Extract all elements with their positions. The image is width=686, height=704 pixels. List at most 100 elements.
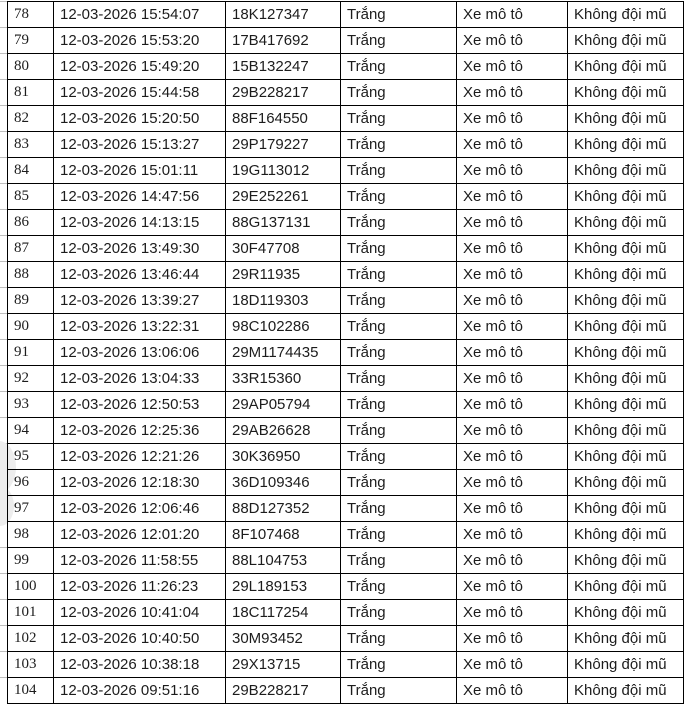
violation-cell[interactable]: Không đội mũ	[567, 105, 684, 132]
row-number-cell[interactable]: 95	[7, 443, 54, 470]
vehicle-type-cell[interactable]: Xe mô tô	[456, 209, 568, 236]
vehicle-color-cell[interactable]: Trắng	[340, 625, 457, 652]
row-number-cell[interactable]: 86	[7, 209, 54, 236]
vehicle-type-cell[interactable]: Xe mô tô	[456, 365, 568, 392]
datetime-cell[interactable]: 12-03-2026 15:01:11	[53, 157, 226, 184]
license-plate-cell[interactable]: 17B417692	[225, 27, 341, 54]
row-number-cell[interactable]: 87	[7, 235, 54, 262]
datetime-cell[interactable]: 12-03-2026 13:39:27	[53, 287, 226, 314]
row-number-cell[interactable]: 101	[7, 599, 54, 626]
violation-cell[interactable]: Không đội mũ	[567, 235, 684, 262]
violation-cell[interactable]: Không đội mũ	[567, 677, 684, 704]
datetime-cell[interactable]: 12-03-2026 12:50:53	[53, 391, 226, 418]
vehicle-type-cell[interactable]: Xe mô tô	[456, 625, 568, 652]
license-plate-cell[interactable]: 30K36950	[225, 443, 341, 470]
vehicle-type-cell[interactable]: Xe mô tô	[456, 495, 568, 522]
vehicle-type-cell[interactable]: Xe mô tô	[456, 131, 568, 158]
license-plate-cell[interactable]: 8F107468	[225, 521, 341, 548]
violation-cell[interactable]: Không đội mũ	[567, 131, 684, 158]
row-number-cell[interactable]: 99	[7, 547, 54, 574]
license-plate-cell[interactable]: 18C117254	[225, 599, 341, 626]
vehicle-type-cell[interactable]: Xe mô tô	[456, 53, 568, 80]
datetime-cell[interactable]: 12-03-2026 10:41:04	[53, 599, 226, 626]
violation-cell[interactable]: Không đội mũ	[567, 573, 684, 600]
row-number-cell[interactable]: 80	[7, 53, 54, 80]
violation-cell[interactable]: Không đội mũ	[567, 183, 684, 210]
datetime-cell[interactable]: 12-03-2026 15:54:07	[53, 1, 226, 28]
violation-cell[interactable]: Không đội mũ	[567, 651, 684, 678]
datetime-cell[interactable]: 12-03-2026 10:38:18	[53, 651, 226, 678]
vehicle-color-cell[interactable]: Trắng	[340, 573, 457, 600]
vehicle-color-cell[interactable]: Trắng	[340, 1, 457, 28]
vehicle-type-cell[interactable]: Xe mô tô	[456, 105, 568, 132]
vehicle-color-cell[interactable]: Trắng	[340, 131, 457, 158]
license-plate-cell[interactable]: 15B132247	[225, 53, 341, 80]
vehicle-color-cell[interactable]: Trắng	[340, 443, 457, 470]
row-number-cell[interactable]: 90	[7, 313, 54, 340]
vehicle-color-cell[interactable]: Trắng	[340, 261, 457, 288]
datetime-cell[interactable]: 12-03-2026 14:47:56	[53, 183, 226, 210]
vehicle-type-cell[interactable]: Xe mô tô	[456, 573, 568, 600]
violation-cell[interactable]: Không đội mũ	[567, 625, 684, 652]
vehicle-color-cell[interactable]: Trắng	[340, 677, 457, 704]
datetime-cell[interactable]: 12-03-2026 12:06:46	[53, 495, 226, 522]
row-number-cell[interactable]: 91	[7, 339, 54, 366]
license-plate-cell[interactable]: 29X13715	[225, 651, 341, 678]
violation-cell[interactable]: Không đội mũ	[567, 417, 684, 444]
license-plate-cell[interactable]: 29AP05794	[225, 391, 341, 418]
datetime-cell[interactable]: 12-03-2026 15:53:20	[53, 27, 226, 54]
violation-cell[interactable]: Không đội mũ	[567, 599, 684, 626]
vehicle-type-cell[interactable]: Xe mô tô	[456, 313, 568, 340]
vehicle-color-cell[interactable]: Trắng	[340, 651, 457, 678]
vehicle-color-cell[interactable]: Trắng	[340, 495, 457, 522]
datetime-cell[interactable]: 12-03-2026 14:13:15	[53, 209, 226, 236]
row-number-cell[interactable]: 100	[7, 573, 54, 600]
license-plate-cell[interactable]: 29AB26628	[225, 417, 341, 444]
license-plate-cell[interactable]: 33R15360	[225, 365, 341, 392]
license-plate-cell[interactable]: 29M1174435	[225, 339, 341, 366]
license-plate-cell[interactable]: 29E252261	[225, 183, 341, 210]
vehicle-type-cell[interactable]: Xe mô tô	[456, 651, 568, 678]
license-plate-cell[interactable]: 30F47708	[225, 235, 341, 262]
violation-cell[interactable]: Không đội mũ	[567, 287, 684, 314]
violation-cell[interactable]: Không đội mũ	[567, 443, 684, 470]
vehicle-type-cell[interactable]: Xe mô tô	[456, 157, 568, 184]
row-number-cell[interactable]: 88	[7, 261, 54, 288]
vehicle-color-cell[interactable]: Trắng	[340, 365, 457, 392]
license-plate-cell[interactable]: 88D127352	[225, 495, 341, 522]
vehicle-type-cell[interactable]: Xe mô tô	[456, 521, 568, 548]
violation-cell[interactable]: Không đội mũ	[567, 53, 684, 80]
violation-cell[interactable]: Không đội mũ	[567, 79, 684, 106]
license-plate-cell[interactable]: 36D109346	[225, 469, 341, 496]
vehicle-type-cell[interactable]: Xe mô tô	[456, 677, 568, 704]
row-number-cell[interactable]: 103	[7, 651, 54, 678]
license-plate-cell[interactable]: 98C102286	[225, 313, 341, 340]
license-plate-cell[interactable]: 29P179227	[225, 131, 341, 158]
vehicle-color-cell[interactable]: Trắng	[340, 209, 457, 236]
row-number-cell[interactable]: 84	[7, 157, 54, 184]
vehicle-type-cell[interactable]: Xe mô tô	[456, 27, 568, 54]
license-plate-cell[interactable]: 29B228217	[225, 79, 341, 106]
vehicle-type-cell[interactable]: Xe mô tô	[456, 1, 568, 28]
vehicle-type-cell[interactable]: Xe mô tô	[456, 261, 568, 288]
license-plate-cell[interactable]: 30M93452	[225, 625, 341, 652]
violation-cell[interactable]: Không đội mũ	[567, 547, 684, 574]
row-number-cell[interactable]: 93	[7, 391, 54, 418]
violation-cell[interactable]: Không đội mũ	[567, 365, 684, 392]
violation-cell[interactable]: Không đội mũ	[567, 313, 684, 340]
vehicle-type-cell[interactable]: Xe mô tô	[456, 287, 568, 314]
datetime-cell[interactable]: 12-03-2026 12:01:20	[53, 521, 226, 548]
datetime-cell[interactable]: 12-03-2026 15:44:58	[53, 79, 226, 106]
violation-cell[interactable]: Không đội mũ	[567, 261, 684, 288]
row-number-cell[interactable]: 83	[7, 131, 54, 158]
violation-cell[interactable]: Không đội mũ	[567, 27, 684, 54]
license-plate-cell[interactable]: 18K127347	[225, 1, 341, 28]
vehicle-type-cell[interactable]: Xe mô tô	[456, 469, 568, 496]
vehicle-color-cell[interactable]: Trắng	[340, 417, 457, 444]
row-number-cell[interactable]: 102	[7, 625, 54, 652]
datetime-cell[interactable]: 12-03-2026 11:58:55	[53, 547, 226, 574]
datetime-cell[interactable]: 12-03-2026 13:49:30	[53, 235, 226, 262]
vehicle-color-cell[interactable]: Trắng	[340, 313, 457, 340]
row-number-cell[interactable]: 92	[7, 365, 54, 392]
row-number-cell[interactable]: 85	[7, 183, 54, 210]
